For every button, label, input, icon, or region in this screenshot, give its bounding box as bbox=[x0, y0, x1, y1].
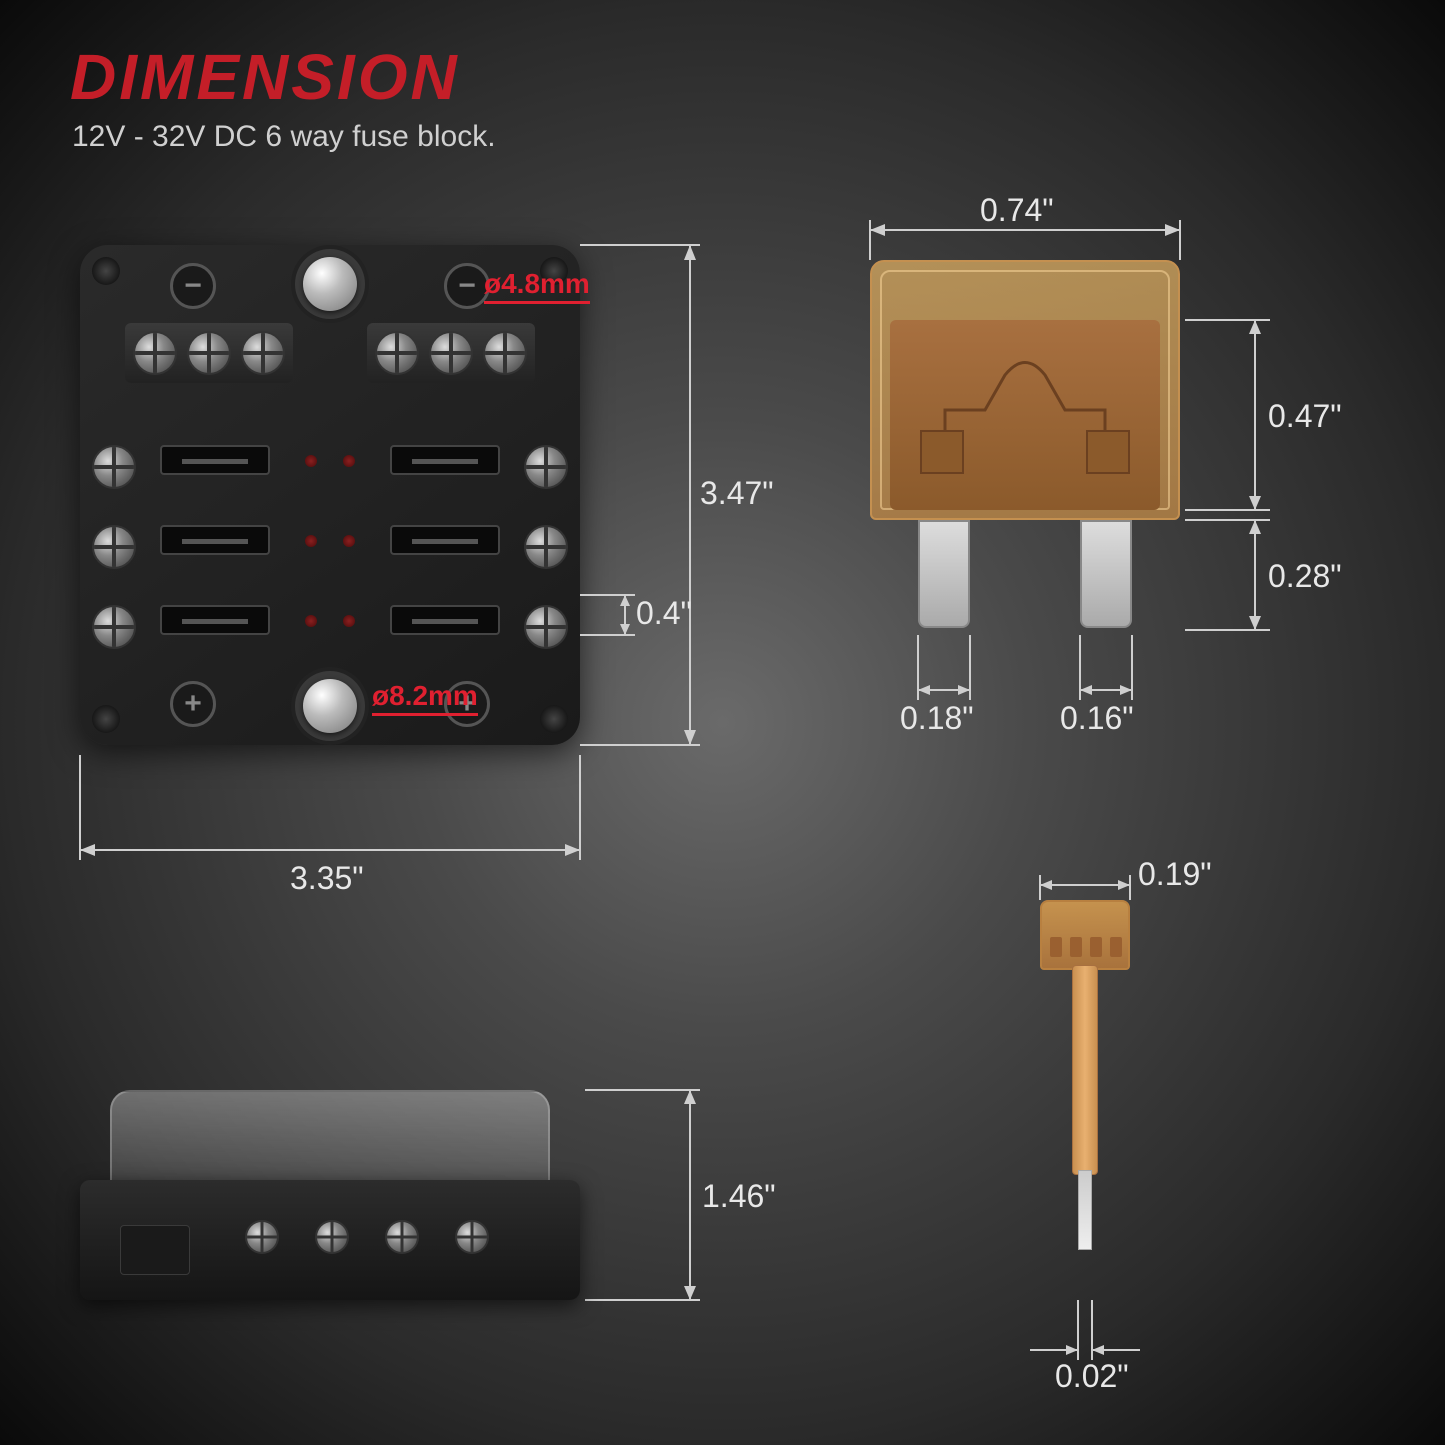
fuseblock-slot-spacing-label: 0.4" bbox=[636, 595, 692, 632]
fuse-body-height-label: 0.47" bbox=[1268, 398, 1342, 435]
clip-head-width-label: 0.19" bbox=[1138, 856, 1212, 893]
hole-bottom-label: ø8.2mm bbox=[372, 680, 478, 716]
fuse-graphic bbox=[870, 260, 1180, 570]
clip-tip-width-label: 0.02" bbox=[1055, 1358, 1129, 1395]
fuse-width-label: 0.74" bbox=[980, 192, 1054, 229]
page-subtitle: 12V - 32V DC 6 way fuse block. bbox=[72, 120, 496, 154]
fuse-blade-width-label: 0.18" bbox=[900, 700, 974, 737]
fuse-blade-height-label: 0.28" bbox=[1268, 558, 1342, 595]
page-title: DIMENSION bbox=[70, 40, 460, 114]
fuseblock-width-label: 3.35" bbox=[290, 860, 364, 897]
fuseblock-side-view bbox=[80, 1090, 580, 1300]
hole-top-label: ø4.8mm bbox=[484, 268, 590, 304]
clip-graphic bbox=[1020, 900, 1160, 1290]
sideview-height-label: 1.46" bbox=[702, 1178, 776, 1215]
fuseblock-height-label: 3.47" bbox=[700, 475, 774, 512]
fuseblock-top-view: − − + + bbox=[80, 245, 580, 745]
fuse-blade-gap-label: 0.16" bbox=[1060, 700, 1134, 737]
